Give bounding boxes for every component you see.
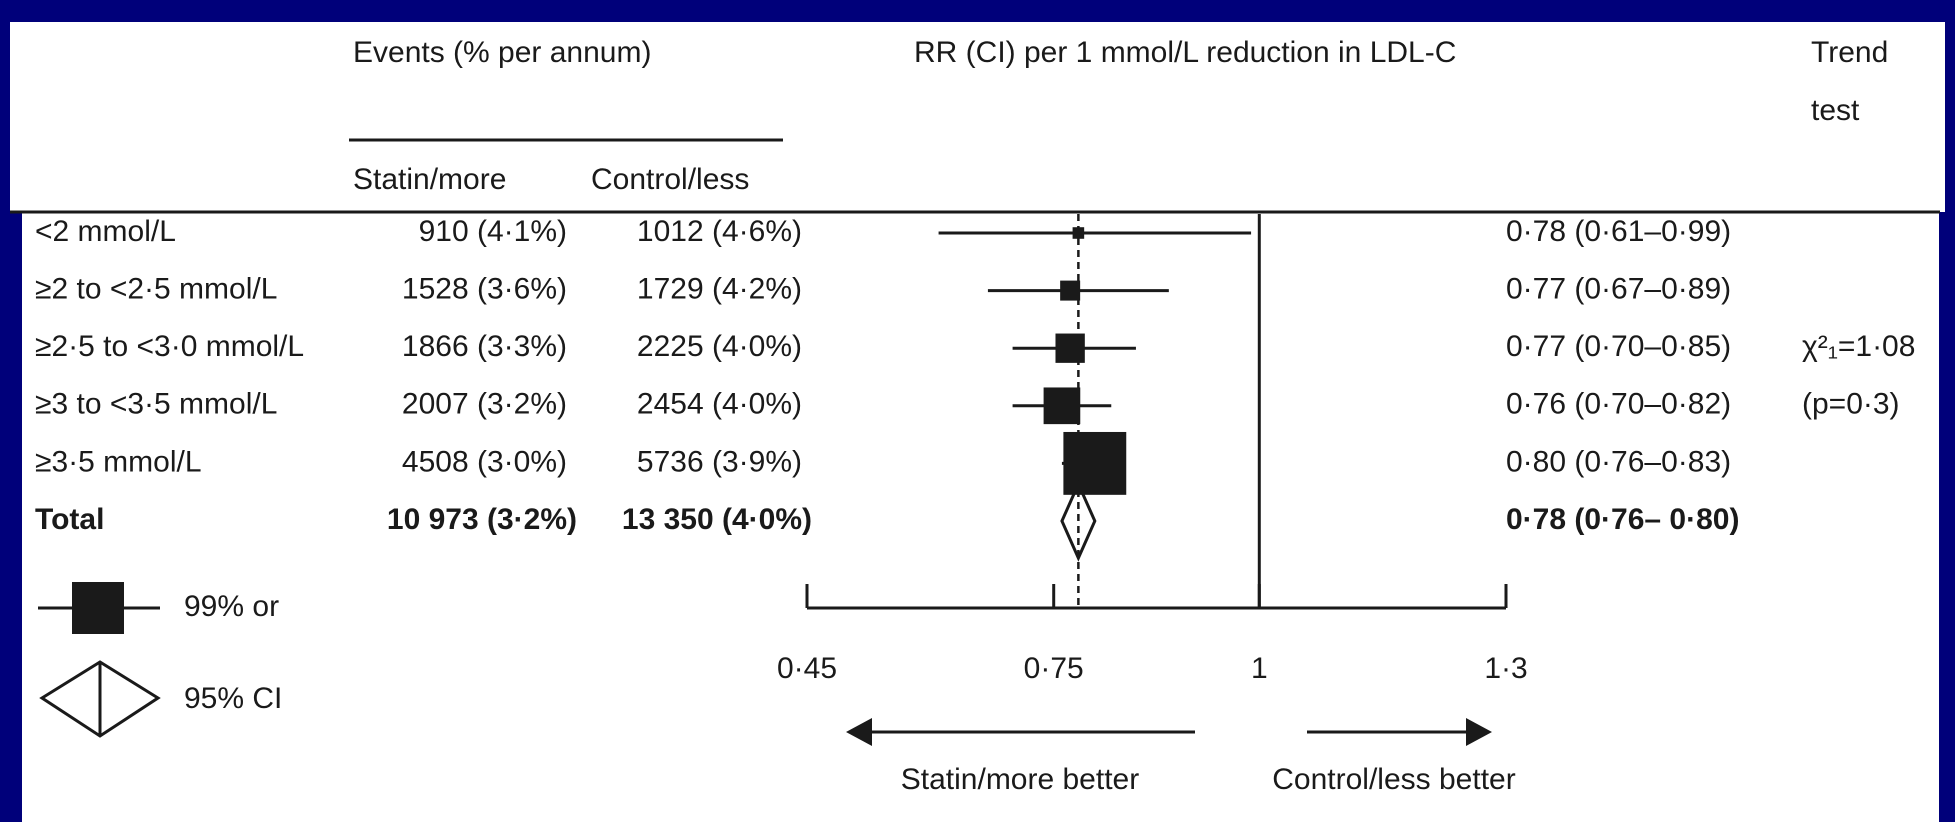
rr-label: 0·77 (0·70–0·85) [1506, 330, 1731, 363]
statin-events: 1528 (3·6%) [402, 273, 567, 306]
row-label: ≥2 to <2·5 mmol/L [35, 273, 277, 306]
row-label: ≥2·5 to <3·0 mmol/L [35, 330, 304, 363]
control-events: 1012 (4·6%) [637, 215, 802, 248]
rr-header: RR (CI) per 1 mmol/L reduction in LDL-C [914, 36, 1456, 69]
trend-test: χ²₁=1·08 [1802, 330, 1915, 363]
trend-header: test [1811, 94, 1860, 127]
total-label: Total [35, 503, 104, 536]
estimate-box [1043, 387, 1081, 425]
estimate-box [1060, 280, 1081, 301]
control-events: 2225 (4·0%) [637, 330, 802, 363]
body-panel [22, 212, 1939, 822]
arrow-label: Statin/more better [901, 763, 1139, 796]
estimate-box [1055, 333, 1085, 363]
total-diamond [1060, 480, 1097, 562]
control-events: 5736 (3·9%) [637, 445, 802, 478]
x-tick-label: 0·45 [777, 652, 837, 685]
total-statin: 10 973 (3·2%) [387, 503, 577, 536]
x-tick-label: 1·3 [1484, 652, 1527, 685]
legend-label: 95% CI [184, 682, 282, 715]
estimate-box [1063, 431, 1127, 495]
x-tick-label: 0·75 [1024, 652, 1084, 685]
total-rr-label: 0·78 (0·76– 0·80) [1506, 503, 1739, 536]
control-header: Control/less [591, 163, 749, 196]
statin-events: 4508 (3·0%) [402, 445, 567, 478]
events-header: Events (% per annum) [353, 36, 651, 69]
statin-events: 2007 (3·2%) [402, 388, 567, 421]
legend-diamond [39, 660, 161, 738]
trend-header: Trend [1811, 36, 1888, 69]
trend-test: (p=0·3) [1802, 388, 1900, 421]
statin-events: 910 (4·1%) [419, 215, 567, 248]
rr-label: 0·77 (0·67–0·89) [1506, 273, 1731, 306]
rr-label: 0·78 (0·61–0·99) [1506, 215, 1731, 248]
arrow-head [1466, 718, 1492, 746]
total-control: 13 350 (4·0%) [622, 503, 812, 536]
legend-box [72, 582, 124, 634]
row-label: ≥3 to <3·5 mmol/L [35, 388, 277, 421]
control-events: 1729 (4·2%) [637, 273, 802, 306]
estimate-box [1072, 227, 1085, 239]
rr-label: 0·80 (0·76–0·83) [1506, 445, 1731, 478]
statin-header: Statin/more [353, 163, 506, 196]
control-events: 2454 (4·0%) [637, 388, 802, 421]
row-label: <2 mmol/L [35, 215, 176, 248]
x-tick-label: 1 [1251, 652, 1268, 685]
statin-events: 1866 (3·3%) [402, 330, 567, 363]
arrow-label: Control/less better [1272, 763, 1515, 796]
arrow-head [846, 718, 872, 746]
header-panel [10, 22, 1945, 212]
legend-label: 99% or [184, 590, 279, 623]
row-label: ≥3·5 mmol/L [35, 445, 202, 478]
rr-label: 0·76 (0·70–0·82) [1506, 388, 1731, 421]
